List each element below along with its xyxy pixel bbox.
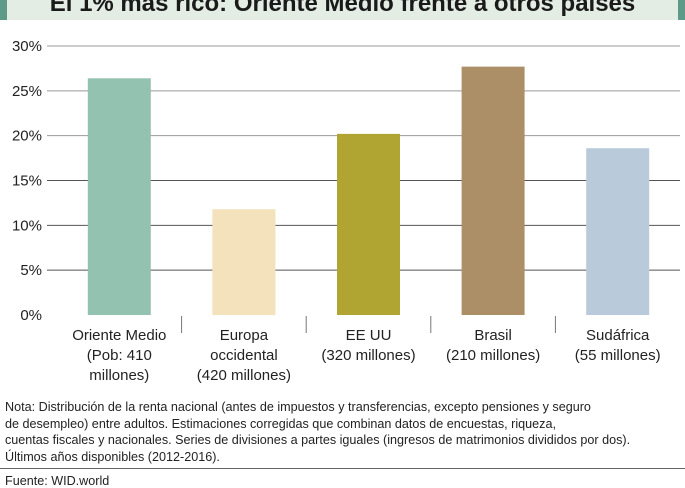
- category-label: (420 millones): [197, 367, 291, 384]
- category-label: EE UU: [346, 327, 392, 344]
- category-label: Brasil: [474, 327, 512, 344]
- title-banner: El 1% más rico: Oriente Medio frente a o…: [0, 0, 685, 20]
- bar-chart: 0% 5% 10% 15% 20% 25% 30% Oriente Medio (Pob: 41…: [12, 38, 680, 384]
- source-text: Fuente: WID.world: [5, 474, 110, 488]
- chart-title: El 1% más rico: Oriente Medio frente a o…: [49, 0, 636, 17]
- category-label: (Pob: 410: [87, 347, 152, 364]
- note-line: Últimos años disponibles (2012-2016).: [5, 449, 220, 464]
- y-tick-label: 20%: [12, 128, 42, 145]
- y-tick-label: 15%: [12, 173, 42, 190]
- category-label: occidental: [210, 347, 278, 364]
- y-tick-label: 25%: [12, 83, 42, 100]
- bar: [87, 78, 151, 315]
- y-tick-label: 0%: [20, 307, 42, 324]
- category-label: (55 millones): [575, 347, 661, 364]
- category-label: Sudáfrica: [586, 327, 650, 344]
- category-label: Europa: [220, 327, 269, 344]
- note-line: cuentas fiscales y nacionales. Series de…: [5, 433, 631, 447]
- y-tick-label: 10%: [12, 217, 42, 234]
- bar: [212, 209, 276, 315]
- divider: [0, 468, 685, 469]
- bar: [461, 66, 525, 315]
- category-label: (320 millones): [321, 347, 415, 364]
- note-line: de desempleo) entre adultos. Estimacione…: [5, 416, 556, 431]
- bar: [337, 133, 400, 315]
- category-label: Oriente Medio: [72, 327, 166, 344]
- y-tick-label: 5%: [20, 262, 42, 279]
- y-tick-label: 30%: [12, 38, 42, 55]
- category-label: (210 millones): [446, 347, 540, 364]
- chart-note: Nota: Distribución de la renta nacional …: [5, 399, 685, 465]
- note-line: Nota: Distribución de la renta nacional …: [5, 400, 591, 414]
- category-label: millones): [89, 367, 149, 384]
- bar: [586, 148, 650, 315]
